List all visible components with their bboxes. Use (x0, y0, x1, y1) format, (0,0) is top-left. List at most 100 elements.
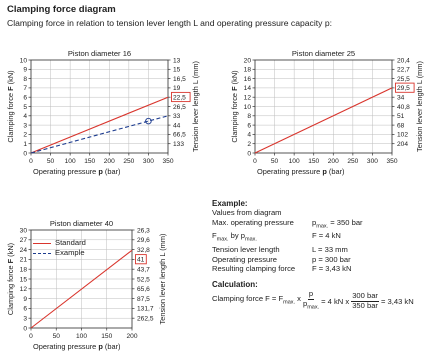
x-tick-label: 50 (271, 158, 279, 165)
y2-tick-label: 32,8 (137, 247, 150, 254)
series-standard-line (30, 96, 169, 154)
example-row-label: Tension lever length (212, 245, 280, 255)
legend-item-example: Example (33, 248, 86, 258)
calculation-heading: Calculation: (212, 280, 258, 290)
example-panel: Example: Values from diagram Max. operat… (212, 199, 414, 312)
page-title: Clamping force diagram (7, 4, 116, 15)
calc-result: = 3,43 kN (380, 296, 414, 306)
example-row: Resulting clamping force F = 3,43 kN (212, 264, 414, 273)
example-row: Operating pressure p = 300 bar (212, 255, 414, 264)
y-tick-label: 7 (23, 85, 27, 92)
x-tick-label: 150 (308, 158, 319, 165)
y-tick-label: 3 (23, 122, 27, 129)
x-axis-label: Operating pressure p (bar) (33, 342, 121, 351)
y-tick-label: 5 (23, 104, 27, 111)
y-tick-label: 24 (20, 247, 28, 254)
x-tick-label: 150 (101, 333, 112, 340)
legend-standard-swatch (33, 242, 51, 244)
y-tick-label: 2 (247, 141, 251, 148)
y-tick-label: 12 (244, 95, 252, 102)
y-tick-label: 10 (244, 104, 252, 111)
y-tick-label: 16 (244, 76, 252, 83)
y2-tick-label: 66,5 (173, 132, 186, 139)
y-tick-label: 9 (23, 67, 27, 74)
y2-tick-label: 44 (173, 122, 181, 129)
y2-tick-label: 19 (173, 85, 181, 92)
calculation-formula: Clamping force F = Fmax. x p pmax. = 4 k… (212, 290, 414, 312)
y-tick-label: 4 (23, 113, 27, 120)
y2-tick-label: 41 (137, 257, 145, 264)
example-row: Fmax. by pmax. F = 4 kN (212, 231, 414, 245)
y-tick-label: 6 (23, 306, 27, 313)
x-tick-label: 100 (289, 158, 300, 165)
series-standard-line (30, 249, 133, 329)
y2-tick-label: 87,5 (137, 296, 150, 303)
y2-tick-label: 51 (397, 113, 405, 120)
legend-example-swatch (33, 252, 51, 254)
chart-title: Piston diameter 25 (292, 49, 355, 58)
y-tick-label: 20 (244, 57, 252, 64)
example-rows: Max. operating pressure pmax. = 350 bar Fm… (212, 218, 414, 274)
y2-tick-label: 25,5 (397, 76, 410, 83)
y-tick-label: 15 (20, 276, 28, 283)
y-tick-label: 1 (23, 141, 27, 148)
calc-frac2-num: 300 bar (351, 291, 379, 302)
y2-tick-label: 43,7 (137, 267, 150, 274)
x-tick-label: 200 (126, 333, 137, 340)
x-tick-label: 150 (84, 158, 95, 165)
y2-tick-label: 65,6 (137, 286, 150, 293)
y2-axis-label: Tension lever length L (mm) (158, 234, 167, 325)
y-axis-label: Clamping force F (kN) (6, 70, 15, 142)
y2-tick-label: 102 (397, 132, 408, 139)
y2-tick-label: 26,5 (173, 104, 186, 111)
x-tick-label: 0 (253, 158, 257, 165)
y2-tick-label: 133 (173, 141, 184, 148)
y2-highlight-box (171, 91, 191, 103)
x-tick-label: 200 (328, 158, 339, 165)
y2-tick-label: 22,7 (397, 67, 410, 74)
chart-title: Piston diameter 40 (50, 219, 113, 228)
y2-tick-label: 131,7 (137, 306, 154, 313)
legend-standard-label: Standard (55, 238, 86, 247)
calc-frac1-den: pmax. (302, 298, 320, 311)
x-tick-label: 300 (367, 158, 378, 165)
legend-example-label: Example (55, 248, 85, 257)
y2-axis-label: Tension lever length L (mm) (415, 61, 424, 152)
page-subtitle: Clamping force in relation to tension le… (7, 18, 333, 28)
y2-tick-label: 26,3 (137, 227, 150, 234)
example-row-label: Fmax. by pmax. (212, 231, 257, 243)
y-tick-label: 9 (23, 296, 27, 303)
y-tick-label: 21 (20, 257, 28, 264)
calc-prefix: Clamping force F = Fmax. x (212, 294, 301, 306)
example-heading: Example: (212, 199, 248, 208)
x-tick-label: 0 (29, 158, 33, 165)
example-row: Max. operating pressure pmax. = 350 bar (212, 218, 414, 232)
x-tick-label: 50 (47, 158, 55, 165)
calc-frac1-num: p (307, 289, 315, 300)
y2-axis-label: Tension lever length L (mm) (191, 61, 200, 152)
y-axis-label: Clamping force F (kN) (6, 243, 15, 315)
y2-tick-label: 33 (173, 113, 181, 120)
y-tick-label: 6 (247, 122, 251, 129)
y-tick-label: 10 (20, 57, 28, 64)
x-tick-label: 250 (123, 158, 134, 165)
y-tick-label: 6 (23, 95, 27, 102)
legend: Standard Example (33, 238, 86, 258)
y-axis-label: Clamping force F (kN) (230, 70, 239, 142)
calc-fraction-1: p pmax. (303, 290, 319, 312)
x-tick-label: 100 (65, 158, 76, 165)
y-tick-label: 8 (23, 76, 27, 83)
y-tick-label: 0 (247, 150, 251, 157)
y2-highlight-box (135, 254, 147, 265)
y-tick-label: 18 (20, 267, 28, 274)
y-tick-label: 4 (247, 132, 251, 139)
series-example-line (30, 115, 169, 154)
y-tick-label: 27 (20, 237, 28, 244)
x-tick-label: 100 (76, 333, 87, 340)
example-row-value: F = 3,43 kN (312, 263, 352, 273)
y2-tick-label: 204 (397, 141, 408, 148)
x-tick-label: 50 (53, 333, 61, 340)
y-tick-label: 18 (244, 67, 252, 74)
x-tick-label: 350 (162, 158, 173, 165)
example-row-label: Operating pressure (212, 254, 278, 264)
